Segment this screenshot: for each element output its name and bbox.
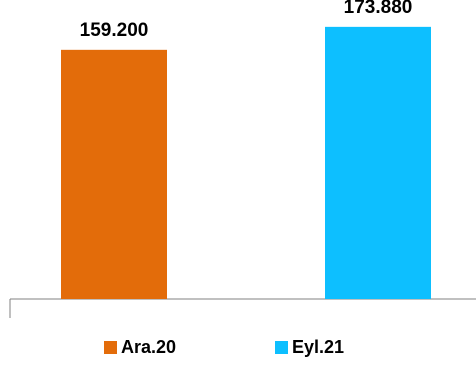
bar-chart: 159.200 173.880: [9, 0, 476, 318]
data-label-eyl-21: 173.880: [344, 0, 413, 18]
bar-ara-20: [61, 49, 167, 299]
legend-label-eyl-21: Eyl.21: [292, 337, 345, 357]
legend: Ara.20 Eyl.21: [0, 337, 476, 361]
legend-item-ara-20: Ara.20: [104, 337, 176, 358]
legend-swatch-eyl-21: [275, 341, 288, 354]
legend-item-eyl-21: Eyl.21: [275, 337, 344, 358]
legend-swatch-ara-20: [104, 341, 117, 354]
data-label-ara-20: 159.200: [80, 20, 149, 41]
legend-label-ara-20: Ara.20: [121, 337, 177, 357]
bar-eyl-21: [325, 26, 431, 299]
